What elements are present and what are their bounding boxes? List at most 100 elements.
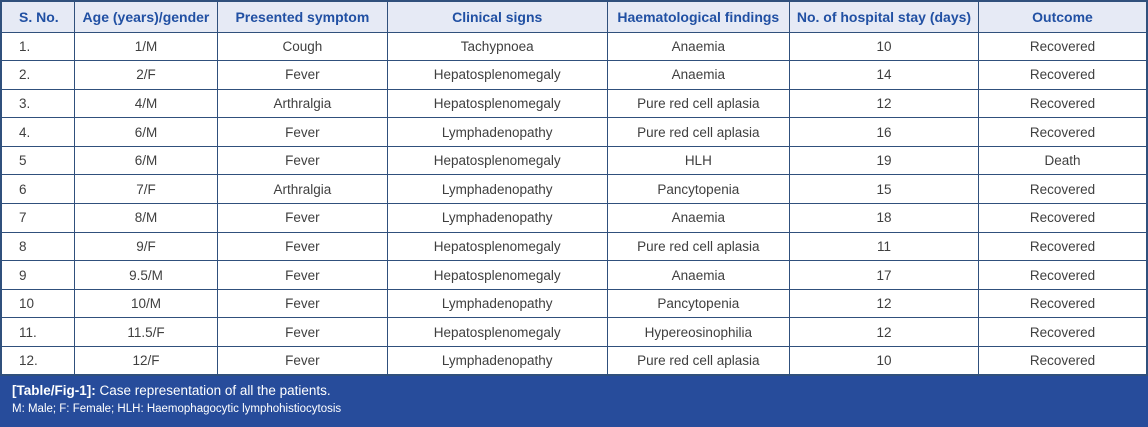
cell-outcome: Recovered — [978, 174, 1148, 205]
cell-no-of-hospital-stay-days: 11 — [788, 231, 980, 262]
cell-s-no: 6 — [0, 174, 75, 205]
table-row: 4. 6/M Fever Lymphadenopathy Pure red cell a… — [0, 117, 1148, 147]
cell-s-no: 11. — [0, 317, 75, 348]
cell-age-years-gender: 9.5/M — [73, 260, 219, 290]
cell-presented-symptom: Fever — [217, 231, 388, 262]
cell-outcome: Recovered — [978, 88, 1148, 119]
table-row: 7 8/M Fever Lymphadenopathy Anaemia 18 Recover… — [0, 203, 1148, 233]
cell-no-of-hospital-stay-days: 12 — [788, 88, 980, 119]
column-header-no-of-hospital-stay-days: No. of hospital stay (days) — [788, 0, 980, 33]
cell-s-no: 10 — [0, 288, 75, 319]
cell-no-of-hospital-stay-days: 12 — [788, 317, 980, 348]
cell-clinical-signs: Lymphadenopathy — [386, 174, 608, 205]
cell-haematological-findings: Anaemia — [606, 31, 790, 62]
column-header-age-years-gender: Age (years)/gender — [73, 0, 219, 33]
cell-outcome: Death — [978, 145, 1148, 176]
cell-haematological-findings: Pancytopenia — [606, 288, 790, 319]
cell-clinical-signs: Hepatosplenomegaly — [386, 260, 608, 290]
cell-no-of-hospital-stay-days: 15 — [788, 174, 980, 205]
cell-haematological-findings: Anaemia — [606, 203, 790, 233]
cell-clinical-signs: Lymphadenopathy — [386, 117, 608, 147]
cell-s-no: 5 — [0, 145, 75, 176]
cell-clinical-signs: Hepatosplenomegaly — [386, 88, 608, 119]
header-row: S. No. Age (years)/gender Presented sympto… — [0, 0, 1148, 33]
table-row: 3. 4/M Arthralgia Hepatosplenomegaly Pure re… — [0, 88, 1148, 119]
cell-outcome: Recovered — [978, 31, 1148, 62]
cell-s-no: 1. — [0, 31, 75, 62]
cell-age-years-gender: 1/M — [73, 31, 219, 62]
cell-outcome: Recovered — [978, 288, 1148, 319]
column-header-s-no: S. No. — [0, 0, 75, 33]
cell-no-of-hospital-stay-days: 17 — [788, 260, 980, 290]
column-header-clinical-signs: Clinical signs — [386, 0, 608, 33]
cell-outcome: Recovered — [978, 346, 1148, 376]
column-header-presented-symptom: Presented symptom — [217, 0, 388, 33]
cell-s-no: 8 — [0, 231, 75, 262]
cell-age-years-gender: 11.5/F — [73, 317, 219, 348]
cell-clinical-signs: Tachypnoea — [386, 31, 608, 62]
cell-age-years-gender: 10/M — [73, 288, 219, 319]
cell-no-of-hospital-stay-days: 16 — [788, 117, 980, 147]
cell-age-years-gender: 9/F — [73, 231, 219, 262]
cell-haematological-findings: Pure red cell aplasia — [606, 117, 790, 147]
cell-age-years-gender: 12/F — [73, 346, 219, 376]
cell-s-no: 4. — [0, 117, 75, 147]
caption-title: [Table/Fig-1]: Case representation of al… — [12, 382, 1136, 400]
cell-no-of-hospital-stay-days: 12 — [788, 288, 980, 319]
cell-s-no: 7 — [0, 203, 75, 233]
cell-outcome: Recovered — [978, 60, 1148, 90]
table-header-row: S. No. Age (years)/gender Presented sympto… — [0, 0, 1148, 33]
cell-presented-symptom: Arthralgia — [217, 174, 388, 205]
cell-haematological-findings: Anaemia — [606, 260, 790, 290]
cell-clinical-signs: Hepatosplenomegaly — [386, 60, 608, 90]
table-row: 12. 12/F Fever Lymphadenopathy Pure red cell… — [0, 346, 1148, 376]
cell-presented-symptom: Cough — [217, 31, 388, 62]
caption-text: Case representation of all the patients. — [99, 383, 331, 399]
cell-haematological-findings: Pure red cell aplasia — [606, 88, 790, 119]
table-row: 8 9/F Fever Hepatosplenomegaly Pure red cell… — [0, 231, 1148, 262]
cell-age-years-gender: 7/F — [73, 174, 219, 205]
table-row: 6 7/F Arthralgia Lymphadenopathy Pancytopeni… — [0, 174, 1148, 205]
cell-presented-symptom: Fever — [217, 346, 388, 376]
cell-haematological-findings: Hypereosinophilia — [606, 317, 790, 348]
table-row: 9 9.5/M Fever Hepatosplenomegaly Anaemia 17 Re… — [0, 260, 1148, 290]
column-header-haematological-findings: Haematological findings — [606, 0, 790, 33]
cell-outcome: Recovered — [978, 260, 1148, 290]
cell-age-years-gender: 4/M — [73, 88, 219, 119]
cell-clinical-signs: Hepatosplenomegaly — [386, 145, 608, 176]
cell-outcome: Recovered — [978, 231, 1148, 262]
cell-no-of-hospital-stay-days: 19 — [788, 145, 980, 176]
cell-s-no: 12. — [0, 346, 75, 376]
cell-age-years-gender: 6/M — [73, 117, 219, 147]
cell-presented-symptom: Arthralgia — [217, 88, 388, 119]
cell-presented-symptom: Fever — [217, 260, 388, 290]
cell-presented-symptom: Fever — [217, 117, 388, 147]
cell-no-of-hospital-stay-days: 10 — [788, 31, 980, 62]
caption-abbreviations: M: Male; F: Female; HLH: Haemophagocytic… — [12, 403, 342, 416]
table-row: 2. 2/F Fever Hepatosplenomegaly Anaemia 14 Rec… — [0, 60, 1148, 90]
table-row: 11. 11.5/F Fever Hepatosplenomegaly Hypereos… — [0, 317, 1148, 348]
cell-clinical-signs: Lymphadenopathy — [386, 203, 608, 233]
column-header-outcome: Outcome — [978, 0, 1148, 33]
cell-clinical-signs: Lymphadenopathy — [386, 346, 608, 376]
caption-label: [Table/Fig-1]: — [12, 383, 96, 399]
table-row: 1. 1/M Cough Tachypnoea Anaemia 10 Recovered — [0, 31, 1148, 62]
cell-no-of-hospital-stay-days: 10 — [788, 346, 980, 376]
cell-presented-symptom: Fever — [217, 60, 388, 90]
cell-s-no: 2. — [0, 60, 75, 90]
cell-clinical-signs: Lymphadenopathy — [386, 288, 608, 319]
cell-clinical-signs: Hepatosplenomegaly — [386, 231, 608, 262]
table-caption: [Table/Fig-1]: Case representation of al… — [0, 376, 1148, 427]
cell-s-no: 9 — [0, 260, 75, 290]
cell-outcome: Recovered — [978, 117, 1148, 147]
cell-haematological-findings: Anaemia — [606, 60, 790, 90]
cell-s-no: 3. — [0, 88, 75, 119]
cell-no-of-hospital-stay-days: 14 — [788, 60, 980, 90]
cell-age-years-gender: 2/F — [73, 60, 219, 90]
cell-haematological-findings: Pure red cell aplasia — [606, 346, 790, 376]
cell-outcome: Recovered — [978, 203, 1148, 233]
cell-presented-symptom: Fever — [217, 288, 388, 319]
table-row: 10 10/M Fever Lymphadenopathy Pancytopenia 12… — [0, 288, 1148, 319]
cell-presented-symptom: Fever — [217, 203, 388, 233]
